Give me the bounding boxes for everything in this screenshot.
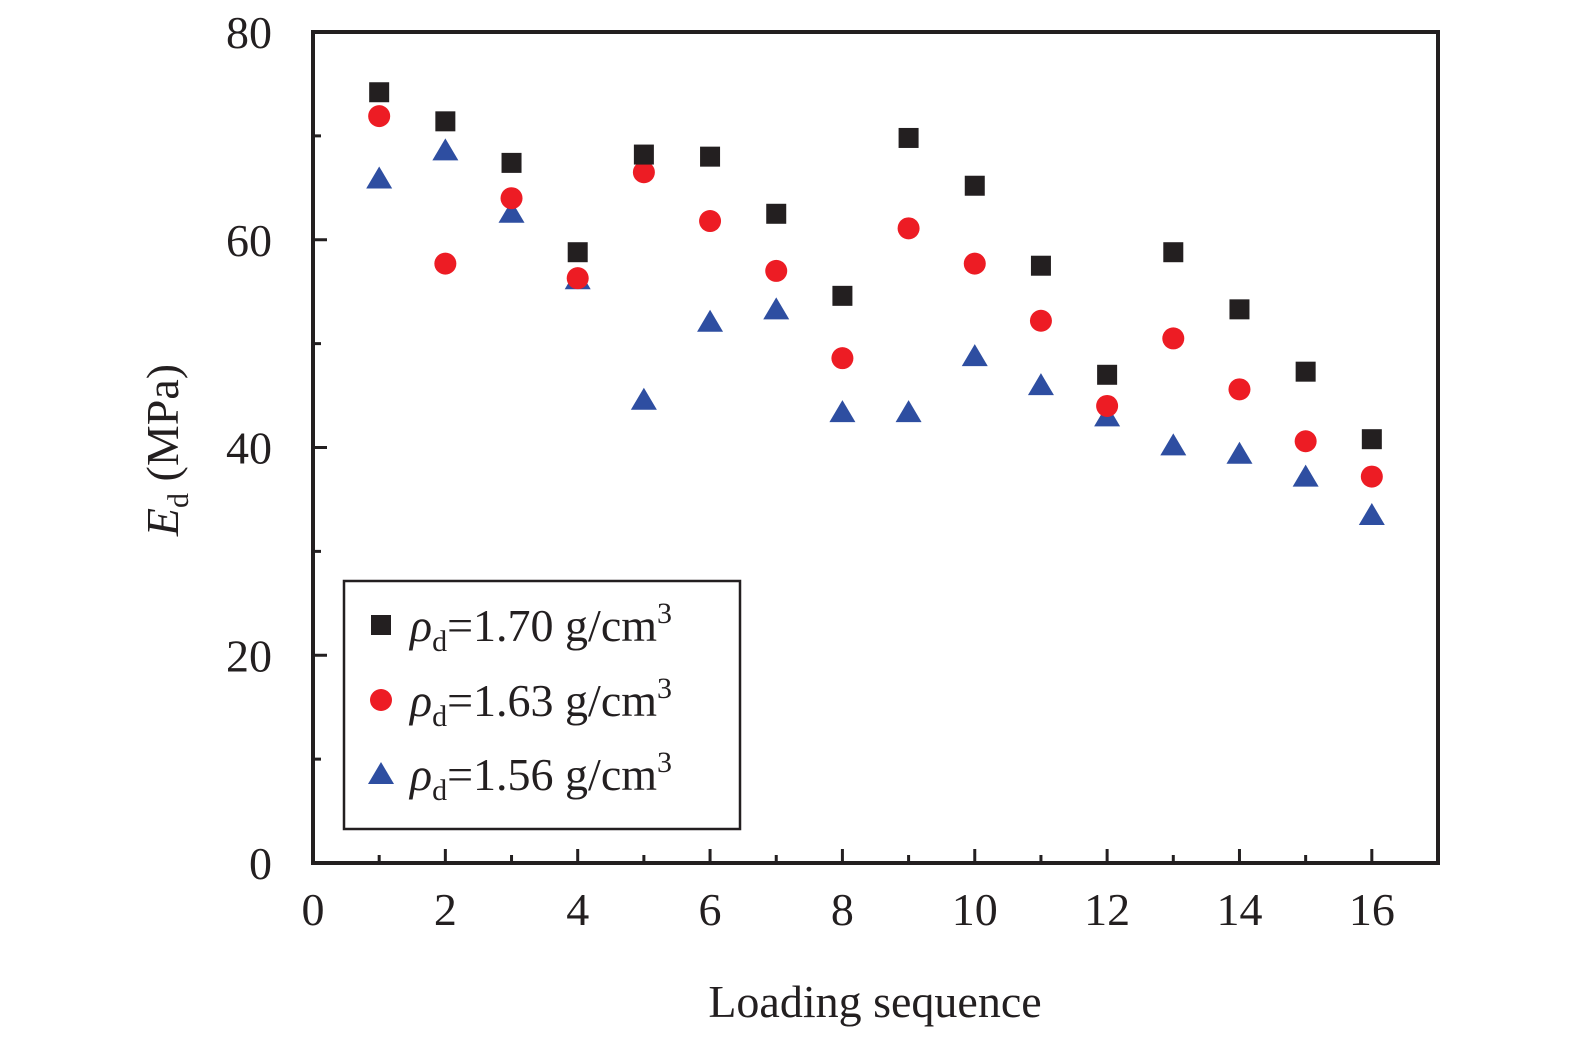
y-tick-label: 80 xyxy=(226,7,272,58)
legend-markers xyxy=(368,615,394,784)
data-point-square xyxy=(1295,361,1316,382)
data-point-triangle xyxy=(961,344,988,367)
legend-label-2: ρd=1.63 g/cm3 xyxy=(408,672,672,733)
data-point-circle xyxy=(1162,327,1185,350)
data-point-triangle xyxy=(1358,503,1385,526)
x-tick-label: 16 xyxy=(1349,884,1395,935)
x-tick-label: 8 xyxy=(831,884,854,935)
y-axis-title: Ed (MPa) xyxy=(137,364,195,537)
data-point-circle xyxy=(699,210,722,233)
data-point-square xyxy=(700,146,721,167)
x-tick-label: 6 xyxy=(699,884,722,935)
data-point-square xyxy=(1163,242,1184,263)
x-tick-label: 14 xyxy=(1216,884,1262,935)
legend-box xyxy=(342,579,742,831)
data-point-triangle xyxy=(1292,464,1319,487)
x-tick-label: 2 xyxy=(434,884,457,935)
axis-ticks xyxy=(311,30,1374,865)
legend-marker-square xyxy=(371,615,391,635)
data-point-circle xyxy=(1294,430,1317,453)
data-point-triangle xyxy=(432,138,459,161)
data-point-triangle xyxy=(630,387,657,410)
data-point-triangle xyxy=(366,166,393,189)
data-point-circle xyxy=(831,347,854,370)
x-axis-title: Loading sequence xyxy=(708,976,1041,1027)
plot-marks xyxy=(366,82,1385,526)
legend: ρd=1.70 g/cm3 ρd=1.63 g/cm3 ρd=1.56 g/cm… xyxy=(342,579,742,831)
data-point-triangle xyxy=(895,400,922,423)
data-point-square xyxy=(1030,255,1051,276)
data-point-triangle xyxy=(829,400,856,423)
data-point-square xyxy=(964,175,985,196)
data-point-circle xyxy=(1029,309,1052,332)
legend-label-3: ρd=1.56 g/cm3 xyxy=(408,746,672,807)
data-point-circle xyxy=(434,252,457,275)
data-point-circle xyxy=(765,259,788,282)
data-point-circle xyxy=(1360,465,1383,488)
data-point-square xyxy=(633,144,654,165)
data-point-square xyxy=(766,203,787,224)
data-point-circle xyxy=(897,217,920,240)
y-axis-title-main: E xyxy=(137,508,188,537)
data-point-square xyxy=(1229,299,1250,320)
data-point-triangle xyxy=(697,309,724,332)
data-point-square xyxy=(567,242,588,263)
data-point-square xyxy=(832,285,853,306)
data-point-triangle xyxy=(763,297,790,320)
data-point-square xyxy=(1361,429,1382,450)
data-point-circle xyxy=(1228,378,1251,401)
data-point-triangle xyxy=(1027,373,1054,396)
data-point-circle xyxy=(1096,394,1119,417)
svg-text:Ed (MPa): Ed (MPa) xyxy=(137,364,195,537)
data-point-triangle xyxy=(1160,433,1187,456)
y-tick-label: 20 xyxy=(226,630,272,681)
data-point-square xyxy=(435,111,456,132)
data-point-circle xyxy=(963,252,986,275)
data-point-square xyxy=(501,152,522,173)
data-point-triangle xyxy=(498,200,525,223)
legend-marker-circle xyxy=(370,689,392,711)
y-tick-label: 0 xyxy=(249,838,272,889)
y-axis-title-unit: (MPa) xyxy=(137,364,188,493)
legend-marker-triangle xyxy=(368,762,394,784)
data-point-circle xyxy=(566,267,589,290)
data-point-circle xyxy=(500,187,523,210)
y-tick-label: 60 xyxy=(226,215,272,266)
x-tick-label: 0 xyxy=(302,884,325,935)
data-point-square xyxy=(898,127,919,148)
data-point-square xyxy=(369,82,390,103)
tick-labels: 0 2 4 6 8 10 12 14 16 0 20 40 60 80 xyxy=(226,7,1395,935)
y-axis-title-sub: d xyxy=(162,493,195,508)
data-point-square xyxy=(1097,364,1118,385)
y-tick-label: 40 xyxy=(226,423,272,474)
legend-label-1: ρd=1.70 g/cm3 xyxy=(408,597,672,658)
data-point-circle xyxy=(632,161,655,184)
x-tick-label: 10 xyxy=(952,884,998,935)
x-tick-label: 4 xyxy=(566,884,589,935)
data-point-triangle xyxy=(1226,441,1253,464)
data-point-circle xyxy=(368,105,391,128)
x-tick-label: 12 xyxy=(1084,884,1130,935)
